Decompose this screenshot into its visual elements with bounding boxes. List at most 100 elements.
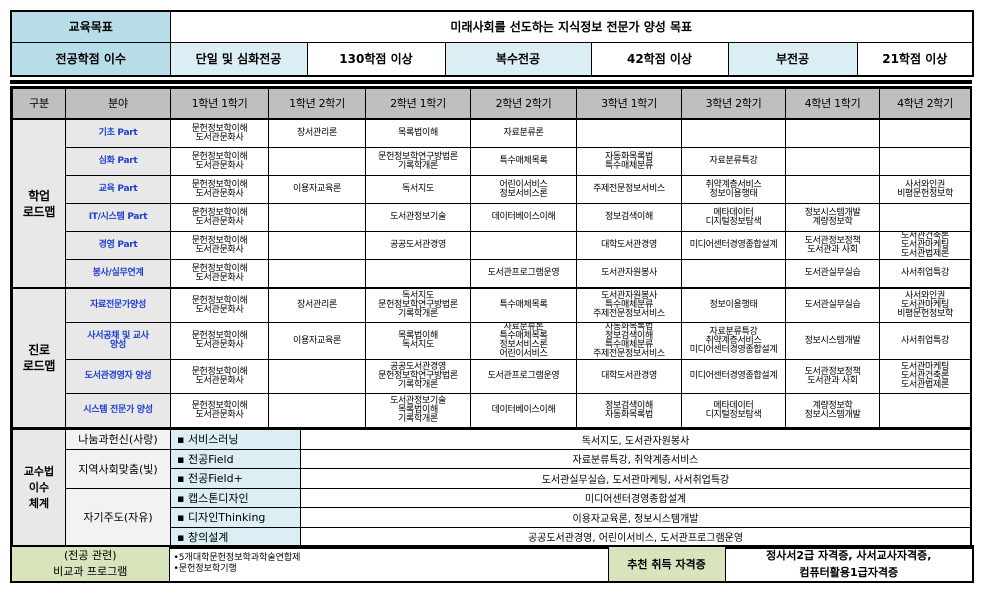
course-cell: 문헌정보학이해 도서관문화사 <box>170 118 269 148</box>
credit-type: 단일 및 심화전공 <box>169 41 308 77</box>
course-cell: 정보시스템개발 계량정보학 <box>785 203 880 232</box>
table-row: 심화 Part 문헌정보학이해 도서관문화사 문헌정보학연구방법론 기록학개론 특수매… <box>13 147 971 176</box>
course-cell: 데이터베이스이해 <box>470 203 577 232</box>
course-cell: 독서지도 <box>365 175 471 204</box>
header-row: 구분 분야 1학년 1학기 1학년 2학기 2학년 1학기 2학년 2학기 3학년 1학기 3… <box>12 88 971 120</box>
credit-type: 부전공 <box>727 41 858 77</box>
roadmap-container: 구분 분야 1학년 1학기 1학년 2학기 2학년 1학기 2학년 2학기 3학년 1학기 3… <box>10 86 972 549</box>
course-cell: 자료분류론 특수매체목록 정보서비스론 어린이서비스 <box>470 322 577 360</box>
credit-value: 42학점 이상 <box>590 41 729 77</box>
course-cell <box>268 259 366 289</box>
course-cell: 문헌정보학이해 도서관문화사 <box>170 231 269 260</box>
course-cell: 정보검색이해 자동화목록법 <box>576 393 682 428</box>
course-cell: 도서관프로그램운영 <box>470 359 577 394</box>
field-label: 사서공채 및 교사 양성 <box>65 322 171 360</box>
course-cell: 장서관리론 <box>268 118 366 148</box>
course-cell <box>268 203 366 232</box>
table-row: 시스템 전문가 양성 문헌정보학이해 도서관문화사 도서관정보기술 목록법이해 기록… <box>13 393 971 428</box>
method-courses: 공공도서관경영, 어린이서비스, 도서관프로그램운영 <box>300 526 971 547</box>
column-header: 2학년 2학기 <box>470 88 577 120</box>
course-cell: 도서관정보정책 도서관과 사회 <box>785 231 880 260</box>
goal-credit-table: 교육목표 미래사회를 선도하는 지식정보 전문가 양성 목표 전공학점 이수 단… <box>10 10 975 77</box>
field-label: IT/시스템 Part <box>65 203 171 232</box>
career-roadmap-label: 진로 로드맵 <box>12 287 66 428</box>
table-row: 봉사/실무연계 문헌정보학이해 도서관문화사 도서관프로그램운영 도서관자원봉사 도서관… <box>13 259 971 289</box>
course-cell: 목록법이해 독서지도 <box>365 322 471 360</box>
column-header: 4학년 2학기 <box>879 88 971 120</box>
academic-roadmap-label: 학업 로드맵 <box>12 118 66 289</box>
course-cell: 미디어센터경영종합설계 <box>681 231 786 260</box>
field-label: 봉사/실무연계 <box>65 259 171 289</box>
course-cell: 사서와인권 도서관마케팅 비평문헌정보학 <box>879 287 971 323</box>
course-cell: 도서관정보기술 목록법이해 기록학개론 <box>365 393 471 428</box>
course-cell <box>879 203 971 232</box>
column-header: 2학년 1학기 <box>365 88 471 120</box>
course-cell <box>268 393 366 428</box>
method-group: 지역사회맞춤(빛) <box>65 448 171 489</box>
teaching-method-table: 교수법 이수 체계 나눔과헌신(사랑) ▪ 서비스러닝 독서지도, 도서관자원봉사 지역… <box>12 428 971 547</box>
field-label: 교육 Part <box>65 175 171 204</box>
course-cell <box>785 147 880 176</box>
table-row: 경영 Part 문헌정보학이해 도서관문화사 공공도서관경영 대학도서관경영 미디어센터… <box>13 231 971 260</box>
course-cell: 정보시스템개발 <box>785 322 880 360</box>
course-cell: 사서취업특강 <box>879 259 971 289</box>
course-cell: 특수매체목록 <box>470 147 577 176</box>
course-cell <box>365 259 471 289</box>
credit-value: 21학점 이상 <box>856 41 974 77</box>
column-header: 분야 <box>65 88 171 120</box>
course-cell: 도서관자원봉사 특수매체분류 주제전문정보서비스 <box>576 287 682 323</box>
method-label: ▪ 캡스톤디자인 <box>170 487 301 508</box>
course-cell: 정보이용행태 <box>681 287 786 323</box>
table-row: 지역사회맞춤(빛) ▪ 전공Field 자료분류특강, 취약계층서비스 <box>13 448 971 489</box>
course-cell: 자동화목록법 특수매체분류 <box>576 147 682 176</box>
course-cell: 문헌정보학이해 도서관문화사 <box>170 393 269 428</box>
credit-type: 복수전공 <box>444 41 592 77</box>
course-cell: 도서관실무실습 <box>785 287 880 323</box>
course-cell: 대학도서관경영 <box>576 359 682 394</box>
field-label: 자료전문가양성 <box>65 287 171 323</box>
course-cell: 문헌정보학이해 도서관문화사 <box>170 259 269 289</box>
course-cell: 목록법이해 <box>365 118 471 148</box>
course-cell: 문헌정보학연구방법론 기록학개론 <box>365 147 471 176</box>
course-cell <box>268 359 366 394</box>
table-row: ▪ 창의설계 공공도서관경영, 어린이서비스, 도서관프로그램운영 <box>13 526 971 547</box>
course-cell: 문헌정보학이해 도서관문화사 <box>170 175 269 204</box>
course-cell: 정보검색이해 <box>576 203 682 232</box>
course-cell: 도서관정보기술 <box>365 203 471 232</box>
course-cell: 이용자교육론 <box>268 322 366 360</box>
table-row: ▪ 전공Field+ 도서관실무실습, 도서관마케팅, 사서취업특강 <box>13 468 971 489</box>
course-cell: 공공도서관경영 <box>365 231 471 260</box>
course-cell: 도서관정보정책 도서관과 사회 <box>785 359 880 394</box>
course-cell: 문헌정보학이해 도서관문화사 <box>170 322 269 360</box>
method-label: ▪ 서비스러닝 <box>170 428 301 450</box>
method-label: ▪ 전공Field <box>170 448 301 469</box>
course-cell: 사서와인권 비평문헌정보학 <box>879 175 971 204</box>
method-courses: 독서지도, 도서관자원봉사 <box>300 428 971 450</box>
table-row: 사서공채 및 교사 양성 문헌정보학이해 도서관문화사 이용자교육론 목록법이해 독서… <box>13 322 971 360</box>
course-cell: 주제전문정보서비스 <box>576 175 682 204</box>
course-cell: 자료분류특강 <box>681 147 786 176</box>
method-label: ▪ 전공Field+ <box>170 468 301 489</box>
course-cell <box>785 118 880 148</box>
course-cell: 문헌정보학이해 도서관문화사 <box>170 147 269 176</box>
course-cell: 자료분류특강 취약계층서비스 미디어센터경영종합설계 <box>681 322 786 360</box>
course-cell <box>576 118 682 148</box>
course-cell: 도서관자원봉사 <box>576 259 682 289</box>
course-cell: 대학도서관경영 <box>576 231 682 260</box>
course-cell <box>879 147 971 176</box>
method-courses: 도서관실무실습, 도서관마케팅, 사서취업특강 <box>300 468 971 489</box>
method-courses: 미디어센터경영종합설계 <box>300 487 971 508</box>
course-cell: 문헌정보학이해 도서관문화사 <box>170 359 269 394</box>
table-row: 학업 로드맵 기초 Part 문헌정보학이해 도서관문화사 장서관리론 목록법이해 자료분… <box>12 118 971 289</box>
column-header: 구분 <box>12 88 66 120</box>
course-cell <box>681 259 786 289</box>
course-cell: 데이터베이스이해 <box>470 393 577 428</box>
column-header: 1학년 2학기 <box>268 88 366 120</box>
method-label: ▪ 창의설계 <box>170 526 301 547</box>
course-cell <box>268 147 366 176</box>
column-header: 1학년 1학기 <box>170 88 269 120</box>
course-cell: 자료분류론 <box>470 118 577 148</box>
course-cell: 미디어센터경영종합설계 <box>681 359 786 394</box>
method-courses: 자료분류특강, 취약계층서비스 <box>300 448 971 469</box>
course-cell: 메타데이터 디지털정보탐색 <box>681 393 786 428</box>
